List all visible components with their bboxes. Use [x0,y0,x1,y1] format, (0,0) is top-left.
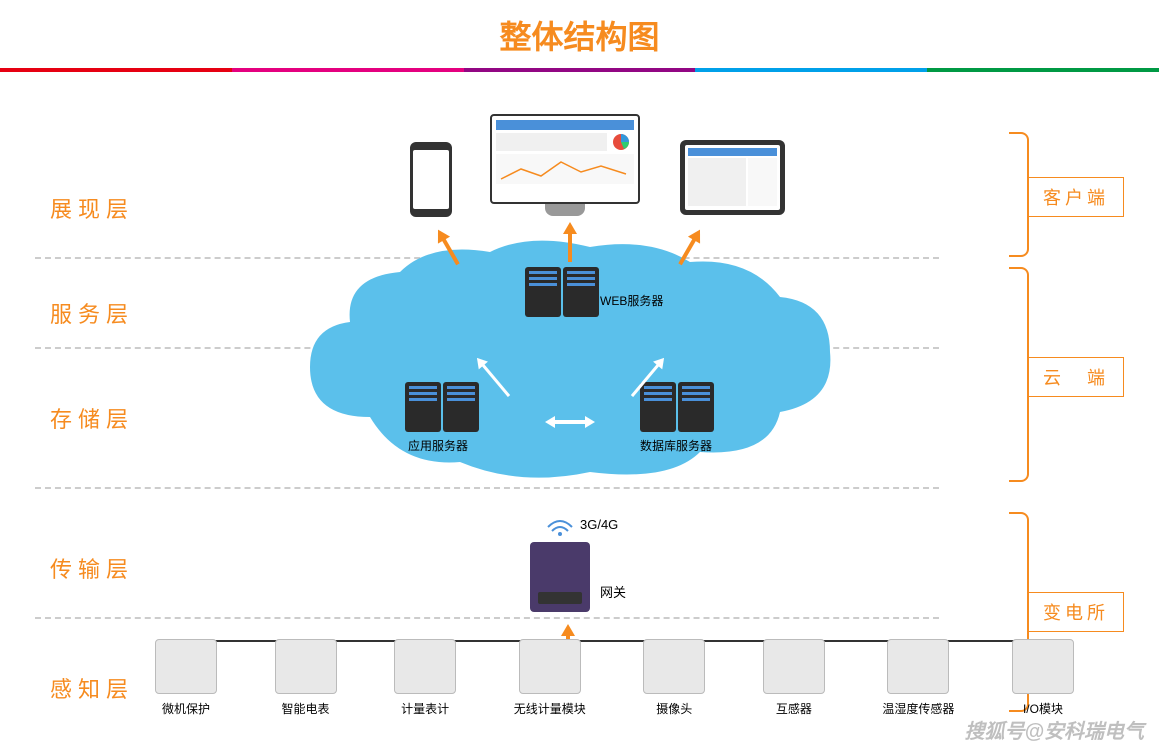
device-icon [394,639,456,694]
layer-label: 服务层 [50,297,134,329]
device-item: 智能电表 [275,639,337,717]
device-item: 互感器 [763,639,825,717]
device-icon [887,639,949,694]
bracket [1009,132,1029,257]
device-icon [1012,639,1074,694]
device-label: 互感器 [776,700,812,717]
server-group [525,267,599,317]
layer-label: 展现层 [50,192,134,224]
bracket [1009,267,1029,482]
server-group [640,382,714,432]
device-label: 温湿度传感器 [882,700,954,717]
server-group [405,382,479,432]
device-item: 摄像头 [643,639,705,717]
wireless-label: 3G/4G [580,517,618,532]
phone-icon [410,142,452,217]
device-label: 微机保护 [162,700,210,717]
watermark: 搜狐号@安科瑞电气 [964,715,1144,744]
server-label: WEB服务器 [600,292,663,309]
gateway-label: 网关 [600,582,626,601]
device-label: 无线计量模块 [514,700,586,717]
gateway-icon [530,542,590,612]
layer-label: 存储层 [50,402,134,434]
bracket-label: 变电所 [1028,592,1124,632]
tablet-icon [680,140,785,215]
bracket-label: 云 端 [1028,357,1124,397]
device-row: 微机保护 智能电表 计量表计 无线计量模块 摄像头 互感器 温湿度传感器 I/O模块 [155,639,1074,717]
device-icon [519,639,581,694]
device-item: 计量表计 [394,639,456,717]
device-icon [155,639,217,694]
diagram-content: 展现层服务层存储层传输层感知层 客户端云 端变电所 WEB服务器应用服务器 数据库… [0,72,1159,752]
server-label: 数据库服务器 [640,437,712,454]
layer-divider [35,487,939,489]
monitor-icon [490,114,640,219]
device-label: 智能电表 [282,700,330,717]
cloud-region: WEB服务器应用服务器 数据库服务器 [290,237,850,487]
device-label: 计量表计 [401,700,449,717]
device-item: 无线计量模块 [514,639,586,717]
page-title: 整体结构图 [0,0,1159,68]
device-item: 温湿度传感器 [882,639,954,717]
up-arrow [560,222,580,262]
layer-label: 传输层 [50,552,134,584]
device-label: 摄像头 [656,700,692,717]
device-icon [643,639,705,694]
bidirectional-arrow [545,412,595,432]
layer-divider [35,617,939,619]
layer-label: 感知层 [50,672,134,704]
wifi-icon [545,515,575,537]
server-label: 应用服务器 [408,437,468,454]
device-icon [275,639,337,694]
device-item: 微机保护 [155,639,217,717]
device-item: I/O模块 [1012,639,1074,717]
bracket-label: 客户端 [1028,177,1124,217]
device-icon [763,639,825,694]
